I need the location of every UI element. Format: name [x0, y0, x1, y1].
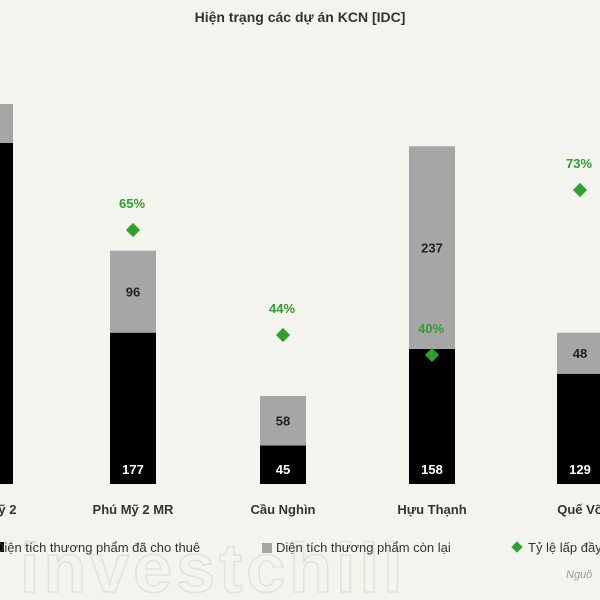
bar-leased-huu-thanh	[409, 348, 455, 484]
bar-leased-my-2	[0, 143, 13, 484]
occupancy-marker-huu-thanh	[424, 347, 440, 363]
legend: Diện tích thương phẩm đã cho thuê Diện t…	[0, 540, 600, 555]
legend-diamond-occupancy	[511, 541, 523, 553]
bar-remaining-que-vo	[557, 332, 600, 374]
bar-group-que-vo	[557, 332, 600, 484]
value-label-remaining-que-vo: 48	[573, 346, 587, 361]
bar-group-huu-thanh	[409, 146, 455, 484]
bar-leased-cau-nghin	[260, 445, 306, 484]
category-label-phu-my-2-mr: Phú Mỹ 2 MR	[93, 502, 175, 517]
occupancy-label-cau-nghin: 44%	[269, 301, 295, 316]
value-label-leased-phu-my-2-mr: 177	[122, 462, 144, 477]
category-label-cau-nghin: Cầu Nghìn	[251, 502, 316, 517]
chart-title: Hiện trạng các dự án KCN [IDC]	[195, 9, 406, 25]
occupancy-label-que-vo: 73%	[566, 156, 592, 171]
occupancy-label-huu-thanh: 40%	[418, 321, 444, 336]
value-label-leased-que-vo: 129	[569, 462, 591, 477]
bar-remaining-huu-thanh	[409, 146, 455, 349]
bar-remaining-cau-nghin	[260, 395, 306, 446]
bar-leased-que-vo	[557, 373, 600, 484]
category-label-que-vo: Quế Võ	[557, 502, 600, 517]
category-label-huu-thanh: Hựu Thạnh	[397, 502, 466, 517]
watermark: investchill	[20, 529, 406, 600]
bars-layer	[0, 104, 600, 484]
value-label-remaining-huu-thanh: 237	[421, 241, 443, 256]
occupancy-marker-phu-my-2-mr	[125, 222, 141, 238]
legend-swatch-remaining	[262, 543, 272, 553]
bar-group-cau-nghin	[260, 395, 306, 484]
bar-remaining-my-2	[0, 104, 13, 143]
legend-label-remaining: Diện tích thương phẩm còn lại	[276, 540, 451, 555]
occupancy-label-phu-my-2-mr: 65%	[119, 196, 145, 211]
labels-layer: Mỹ 2 177 96 Phú Mỹ 2 MR 65% 45 58 Cầu Nghìn 44% 1…	[0, 156, 600, 517]
occupancy-marker-que-vo	[572, 182, 588, 198]
bar-group-phu-my-2-mr	[110, 250, 156, 484]
value-label-leased-huu-thanh: 158	[421, 462, 443, 477]
occupancy-marker-cau-nghin	[275, 327, 291, 343]
value-label-remaining-cau-nghin: 58	[276, 414, 290, 429]
source-note: Nguồ	[566, 569, 592, 581]
bar-leased-phu-my-2-mr	[110, 332, 156, 484]
legend-swatch-leased	[0, 542, 4, 552]
legend-label-leased: Diện tích thương phẩm đã cho thuê	[0, 540, 200, 555]
legend-label-occupancy: Tỷ lệ lấp đầy	[528, 540, 600, 555]
bar-remaining-phu-my-2-mr	[110, 250, 156, 333]
bar-group-my-2	[0, 104, 13, 484]
value-label-leased-cau-nghin: 45	[276, 462, 290, 477]
value-label-remaining-phu-my-2-mr: 96	[126, 285, 140, 300]
category-label-my-2: Mỹ 2	[0, 502, 16, 517]
